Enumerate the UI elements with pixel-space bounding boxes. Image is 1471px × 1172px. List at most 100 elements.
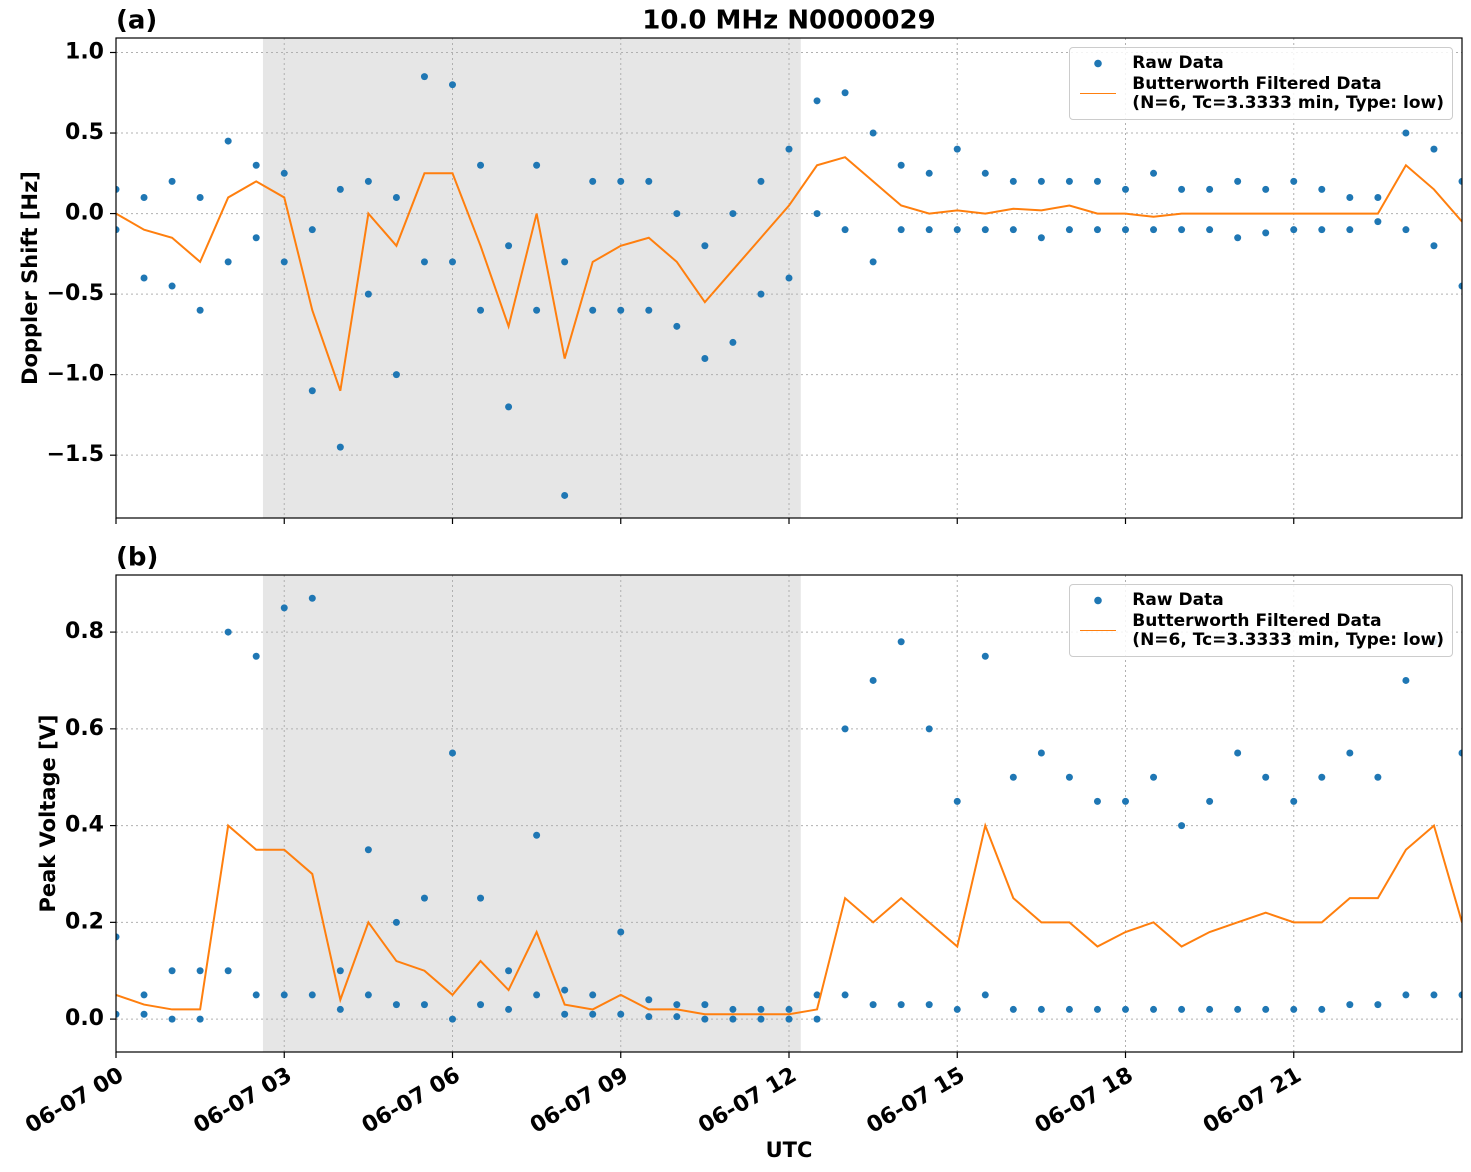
legend-swatch (1078, 612, 1119, 631)
raw-point (336, 185, 344, 193)
y-tick-label: 0.8 (65, 619, 104, 644)
y-tick-label: −1.5 (47, 442, 104, 467)
raw-point (392, 918, 400, 926)
x-tick-label: 06-07 18 (1031, 1063, 1138, 1139)
raw-point (701, 242, 709, 250)
raw-point (252, 652, 260, 660)
raw-point (392, 193, 400, 201)
legend-entry: Raw Data (1078, 591, 1444, 610)
raw-point (981, 169, 989, 177)
raw-point (813, 97, 821, 105)
raw-point (336, 967, 344, 975)
legend-swatch (1078, 54, 1119, 73)
raw-point (1009, 773, 1017, 781)
raw-point (869, 1001, 877, 1009)
raw-point (308, 387, 316, 395)
raw-point (1458, 282, 1462, 290)
raw-point (561, 986, 569, 994)
filtered-line (116, 156, 1462, 392)
raw-point (116, 1010, 120, 1018)
raw-point (140, 274, 148, 282)
raw-point (1150, 169, 1158, 177)
raw-point (280, 604, 288, 612)
raw-point (1122, 1005, 1129, 1013)
raw-point (1430, 242, 1438, 250)
raw-point (1374, 193, 1382, 201)
raw-point (1458, 991, 1462, 999)
raw-point (673, 1001, 681, 1009)
y-tick-label: 0.0 (65, 201, 104, 226)
plot-area (116, 594, 1462, 1023)
raw-point (897, 161, 905, 169)
raw-point (1093, 797, 1101, 805)
raw-point (617, 306, 625, 314)
raw-point (280, 169, 288, 177)
raw-point (645, 306, 653, 314)
raw-point (925, 725, 933, 733)
raw-point (785, 1015, 793, 1023)
x-tick-label: 06-07 06 (358, 1063, 465, 1139)
raw-point (168, 282, 176, 290)
raw-point (505, 967, 513, 975)
raw-point (364, 846, 372, 854)
raw-point (1318, 185, 1326, 193)
raw-point (449, 81, 456, 89)
raw-point (140, 1010, 148, 1018)
raw-point (1009, 1005, 1017, 1013)
raw-point (673, 210, 681, 218)
raw-point (1206, 226, 1214, 234)
filtered-line (116, 822, 1462, 1016)
raw-point (1122, 797, 1129, 805)
raw-point (617, 1010, 625, 1018)
raw-point (645, 177, 653, 185)
raw-point (116, 185, 120, 193)
raw-point (196, 306, 204, 314)
raw-point (252, 234, 260, 242)
raw-point (1150, 226, 1158, 234)
raw-point (477, 161, 485, 169)
y-tick-label: 0.6 (65, 716, 104, 741)
raw-point (420, 73, 428, 81)
raw-point (1093, 226, 1101, 234)
legend: Raw Data Butterworth Filtered Data (N=6, … (1069, 584, 1453, 657)
raw-point (841, 725, 849, 733)
raw-point (757, 177, 765, 185)
raw-point (168, 967, 176, 975)
raw-point (420, 894, 428, 902)
raw-point (1122, 185, 1129, 193)
raw-point (785, 1005, 793, 1013)
raw-point (869, 258, 877, 266)
raw-point (785, 274, 793, 282)
raw-point (308, 226, 316, 234)
axes-frame (115, 37, 1463, 519)
raw-point (308, 594, 316, 602)
raw-point (953, 797, 961, 805)
raw-point (981, 652, 989, 660)
raw-point (953, 1005, 961, 1013)
raw-point (1122, 226, 1129, 234)
raw-point (224, 628, 232, 636)
raw-point (280, 991, 288, 999)
legend-entry: Raw Data (1078, 54, 1444, 73)
x-tick-label: 06-07 21 (1199, 1063, 1306, 1139)
raw-point (589, 991, 597, 999)
raw-point (1178, 822, 1186, 830)
legend: Raw Data Butterworth Filtered Data (N=6, … (1069, 47, 1453, 120)
raw-point (196, 1015, 204, 1023)
raw-point (701, 1001, 709, 1009)
x-tick-label: 06-07 09 (526, 1063, 633, 1139)
raw-point (981, 991, 989, 999)
raw-point (1178, 1005, 1186, 1013)
legend-label: Raw Data (1132, 590, 1224, 610)
raw-point (1093, 177, 1101, 185)
y-tick-label: 0.2 (65, 909, 104, 934)
y-tick-label: −1.0 (47, 362, 104, 387)
raw-point (1178, 185, 1186, 193)
raw-point (1346, 226, 1354, 234)
raw-point (1206, 797, 1214, 805)
raw-point (1458, 749, 1462, 757)
raw-point (252, 161, 260, 169)
raw-point (1262, 229, 1270, 237)
legend-entry: Butterworth Filtered Data (N=6, Tc=3.333… (1078, 75, 1444, 113)
raw-point (533, 831, 541, 839)
